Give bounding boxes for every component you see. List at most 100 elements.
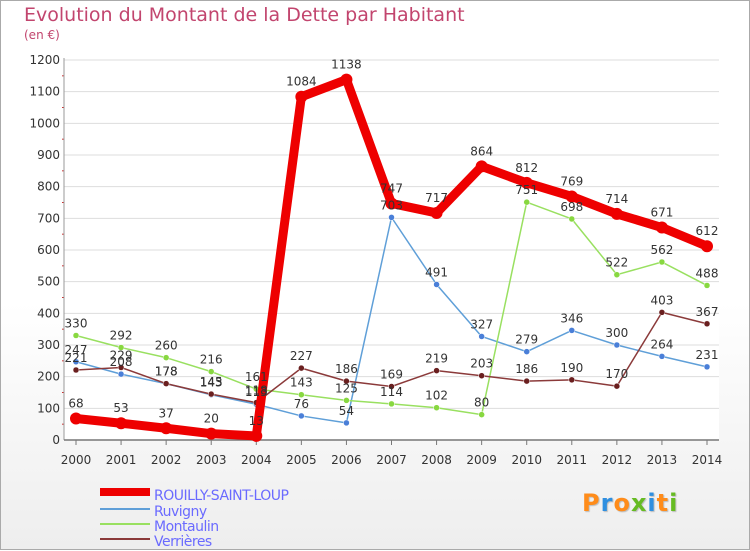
data-point [701,240,713,253]
data-point [523,377,530,385]
y-tick-label: 800 [37,180,60,194]
data-label: 1084 [286,75,317,89]
data-point [478,333,485,340]
x-tick-label: 2000 [61,453,92,467]
data-label: 145 [200,375,223,389]
data-point [298,364,305,372]
x-tick-label: 2009 [466,453,497,467]
data-point [655,221,668,234]
data-point [565,190,578,203]
data-label: 231 [696,348,719,362]
legend-swatch-montaulin [100,523,150,525]
data-label: 203 [470,357,493,371]
data-label: 178 [155,365,178,379]
data-point [703,363,711,371]
data-label: 1138 [331,58,362,72]
y-tick-label: 400 [37,306,60,320]
data-label: 37 [159,406,174,420]
data-label: 751 [515,183,538,197]
data-label: 227 [290,349,313,363]
data-label: 612 [696,224,719,238]
data-point [385,197,398,210]
data-label: 54 [339,404,354,418]
data-point [117,344,125,351]
data-point [72,366,80,374]
data-label: 260 [155,339,178,353]
data-point [478,411,485,418]
legend-swatch-rouilly [100,488,150,496]
data-label: 330 [65,317,88,331]
chart-title: Evolution du Montant de la Dette par Hab… [24,4,465,26]
data-point [72,358,80,366]
data-label: 208 [110,355,133,369]
x-tick-label: 2011 [557,453,588,467]
data-point [295,90,308,103]
proxiti-logo: Proxiti [582,489,678,517]
data-point [388,383,395,390]
legend-swatch-ruvigny [100,508,150,510]
data-point [298,412,305,420]
data-label: 125 [335,381,358,395]
data-point [162,380,170,387]
data-point [433,404,440,411]
data-label: 143 [200,376,223,390]
data-point [388,214,395,221]
data-label: 219 [425,352,448,366]
data-label: 367 [696,305,719,319]
data-label: 76 [294,397,309,411]
y-tick-label: 1100 [29,85,60,99]
data-label: 161 [245,370,268,384]
data-label: 20 [204,412,219,426]
x-tick-label: 2001 [106,453,137,467]
x-tick-label: 2003 [196,453,227,467]
data-point [207,390,215,398]
x-tick-label: 2005 [286,453,317,467]
data-label: 671 [650,206,673,220]
data-point [520,176,533,189]
data-label: 864 [470,144,493,158]
data-point [343,397,350,404]
y-tick-label: 900 [37,148,60,162]
data-point [433,367,440,374]
legend-label-verrieres: Verrières [154,534,212,550]
data-point [117,364,125,371]
y-tick-label: 100 [37,401,60,415]
chart-subtitle: (en €) [24,28,60,42]
x-tick-label: 2014 [692,453,723,467]
x-tick-label: 2007 [376,453,407,467]
data-label: 703 [380,198,403,212]
logo-letter: i [669,489,679,517]
data-point [523,348,530,355]
logo-letter: r [600,489,614,517]
data-label: 403 [650,293,673,307]
data-point [610,207,623,220]
y-tick-label: 200 [37,370,60,384]
data-point [613,271,621,278]
data-label: 300 [605,326,628,340]
data-label: 279 [515,333,538,347]
y-tick-label: 600 [37,243,60,257]
logo-letter: o [613,489,631,517]
x-tick-label: 2008 [421,453,452,467]
data-point [568,376,576,384]
data-label: 190 [560,361,583,375]
data-point [475,160,488,173]
y-tick-label: 0 [52,433,60,447]
legend-swatch-verrieres [100,538,150,540]
data-label: 522 [605,256,628,270]
data-label: 53 [113,401,128,415]
data-label: 143 [290,376,313,390]
data-label: 186 [335,362,358,376]
data-point [207,368,215,375]
y-tick-label: 1200 [29,53,60,67]
data-label: 812 [515,161,538,175]
data-point [658,353,666,360]
y-tick-label: 500 [37,275,60,289]
y-tick-label: 1000 [29,116,60,130]
data-label: 488 [696,266,719,280]
data-label: 346 [560,311,583,325]
data-label: 327 [470,317,493,331]
data-point [205,427,218,440]
data-point [343,377,350,385]
